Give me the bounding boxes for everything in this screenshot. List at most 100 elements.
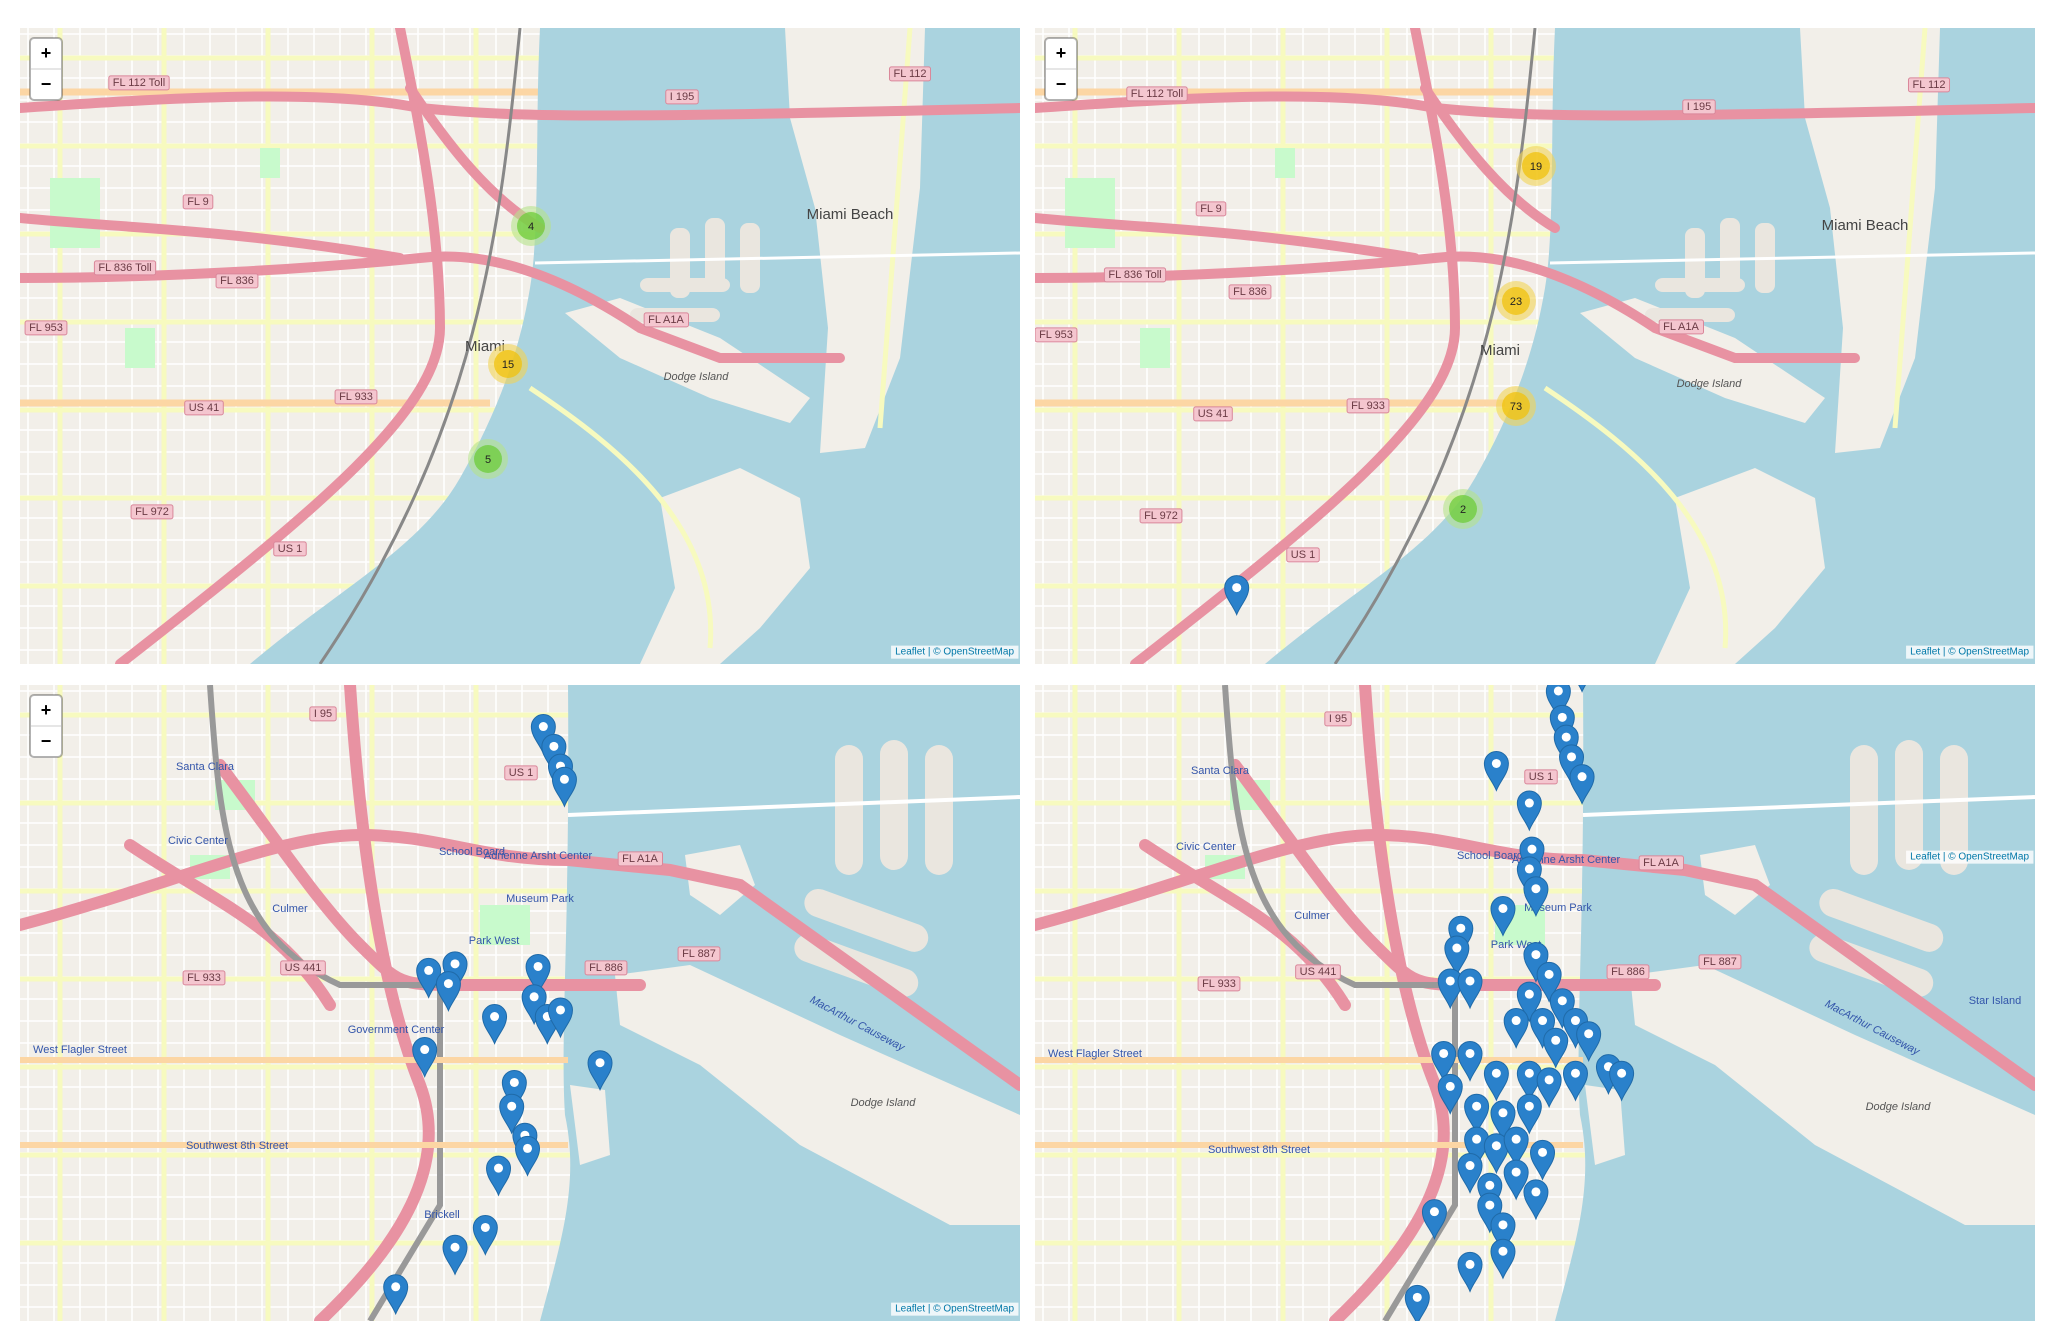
attribution-background bbox=[1906, 645, 2034, 659]
marker-cluster[interactable]: 23 bbox=[1496, 281, 1536, 321]
road-label: FL 953 bbox=[1039, 329, 1073, 341]
place-label: Culmer bbox=[1294, 910, 1330, 922]
marker-pin[interactable] bbox=[1490, 895, 1516, 937]
marker-pin[interactable] bbox=[1503, 1008, 1529, 1049]
marker-pin[interactable] bbox=[1609, 1060, 1635, 1102]
marker-pin[interactable] bbox=[1421, 1199, 1447, 1241]
marker-cluster[interactable]: 19 bbox=[1516, 146, 1556, 186]
marker-pin[interactable] bbox=[1536, 1067, 1562, 1109]
place-label: Dodge Island bbox=[851, 1097, 917, 1109]
marker-pin[interactable] bbox=[1503, 1159, 1529, 1201]
marker-pin[interactable] bbox=[486, 1155, 512, 1197]
map-tiles: I 95 US 1 Santa Clara Civic Center Culmer Sch… bbox=[20, 685, 1020, 1321]
marker-pin[interactable] bbox=[1516, 1093, 1542, 1135]
marker-pin[interactable] bbox=[1576, 1021, 1602, 1063]
marker-cluster[interactable]: 5 bbox=[468, 439, 508, 479]
park bbox=[480, 905, 530, 945]
marker-pin[interactable] bbox=[1431, 1040, 1457, 1082]
marker-pin[interactable] bbox=[1483, 750, 1509, 792]
road-shield bbox=[1658, 319, 1704, 335]
beach-road bbox=[1892, 28, 1928, 429]
marker-pin[interactable] bbox=[1516, 981, 1542, 1023]
road-label: I 195 bbox=[1687, 101, 1711, 113]
marker-pin[interactable] bbox=[1437, 1073, 1463, 1115]
marker-pin[interactable] bbox=[1516, 856, 1542, 898]
marker-pin[interactable] bbox=[1404, 1284, 1430, 1324]
place-label: West Flagler Street bbox=[1048, 1048, 1142, 1060]
marker-pin[interactable] bbox=[551, 766, 577, 808]
attribution[interactable]: Leaflet | © OpenStreetMap bbox=[895, 1304, 1014, 1315]
marker-pin[interactable] bbox=[1536, 961, 1562, 1003]
marker-pin[interactable] bbox=[1490, 1238, 1516, 1280]
marker-pin[interactable] bbox=[1457, 968, 1483, 1010]
marker-pin[interactable] bbox=[1545, 679, 1571, 720]
road-label: FL 887 bbox=[682, 948, 716, 960]
zoom-in-button[interactable]: + bbox=[1056, 43, 1067, 63]
marker-pin[interactable] bbox=[499, 1093, 525, 1135]
marker-pin[interactable] bbox=[515, 1135, 541, 1177]
road-shield bbox=[1682, 99, 1716, 115]
marker-pin[interactable] bbox=[1457, 1153, 1483, 1194]
marker-cluster[interactable]: 4 bbox=[511, 206, 551, 246]
road-label: FL 836 bbox=[220, 275, 254, 287]
road-label: I 95 bbox=[1329, 713, 1347, 725]
marker-pin[interactable] bbox=[1523, 1179, 1549, 1221]
marker-pin[interactable] bbox=[383, 1274, 409, 1316]
marker-pin[interactable] bbox=[587, 1050, 613, 1092]
brickell-key bbox=[1585, 1085, 1625, 1165]
highway bbox=[20, 251, 845, 363]
beach-road bbox=[877, 28, 913, 429]
marker-pin[interactable] bbox=[435, 971, 461, 1012]
zoom-in-button[interactable]: + bbox=[41, 43, 52, 63]
marker-pin[interactable] bbox=[1543, 1027, 1569, 1069]
marker-pin[interactable] bbox=[482, 1004, 508, 1045]
island bbox=[1940, 745, 1968, 875]
marker-pin[interactable] bbox=[1562, 1060, 1588, 1102]
marker-pin[interactable] bbox=[501, 1069, 527, 1111]
marker-pin[interactable] bbox=[1503, 1126, 1529, 1168]
road-shield bbox=[677, 946, 721, 962]
marker-pin[interactable] bbox=[1464, 1093, 1490, 1135]
marker-pin[interactable] bbox=[412, 1037, 438, 1078]
marker-pin[interactable] bbox=[1224, 575, 1250, 616]
island bbox=[880, 740, 908, 870]
road-label: FL 836 bbox=[1233, 286, 1267, 298]
marker-pin[interactable] bbox=[1530, 1139, 1556, 1181]
marker-pin[interactable] bbox=[1490, 1100, 1516, 1142]
attribution[interactable]: Leaflet | © OpenStreetMap bbox=[895, 647, 1014, 658]
marker-pin[interactable] bbox=[1457, 1040, 1483, 1082]
road-label: FL 836 Toll bbox=[98, 262, 151, 274]
marker-pin[interactable] bbox=[547, 997, 573, 1039]
zoom-out-button[interactable]: − bbox=[41, 74, 52, 94]
road-shield bbox=[334, 389, 378, 405]
zoom-out-button[interactable]: − bbox=[41, 731, 52, 751]
marker-pin[interactable] bbox=[1437, 968, 1463, 1010]
marker-pin[interactable] bbox=[525, 953, 551, 995]
marker-pin[interactable] bbox=[1490, 1212, 1516, 1254]
road-shield bbox=[1324, 711, 1352, 727]
marker-pin[interactable] bbox=[1483, 1133, 1509, 1175]
road-shield bbox=[309, 706, 337, 722]
marker-pin[interactable] bbox=[1569, 764, 1595, 805]
marker-pin[interactable] bbox=[472, 1214, 498, 1256]
marker-cluster[interactable]: 2 bbox=[1443, 489, 1483, 529]
marker-pin[interactable] bbox=[1530, 1008, 1556, 1049]
marker-cluster[interactable]: 15 bbox=[488, 344, 528, 384]
marker-pin[interactable] bbox=[1523, 876, 1549, 918]
place-label: Miami bbox=[1480, 342, 1520, 359]
road-label: FL 112 bbox=[893, 68, 926, 80]
zoom-out-button[interactable]: − bbox=[1056, 74, 1067, 94]
road-label: US 41 bbox=[1198, 408, 1229, 420]
road-label: FL 112 bbox=[1912, 79, 1945, 91]
attribution[interactable]: Leaflet | © OpenStreetMap bbox=[1910, 852, 2029, 863]
marker-cluster[interactable]: 73 bbox=[1496, 386, 1536, 426]
road-shield bbox=[280, 960, 326, 976]
marker-pin[interactable] bbox=[1516, 790, 1542, 832]
marker-pin[interactable] bbox=[1483, 1060, 1509, 1102]
attribution[interactable]: Leaflet | © OpenStreetMap bbox=[1910, 647, 2029, 658]
marker-pin[interactable] bbox=[1457, 1251, 1483, 1293]
marker-pin[interactable] bbox=[1570, 653, 1594, 693]
marker-pin[interactable] bbox=[1444, 935, 1470, 977]
marker-pin[interactable] bbox=[442, 1234, 468, 1276]
zoom-in-button[interactable]: + bbox=[41, 700, 52, 720]
